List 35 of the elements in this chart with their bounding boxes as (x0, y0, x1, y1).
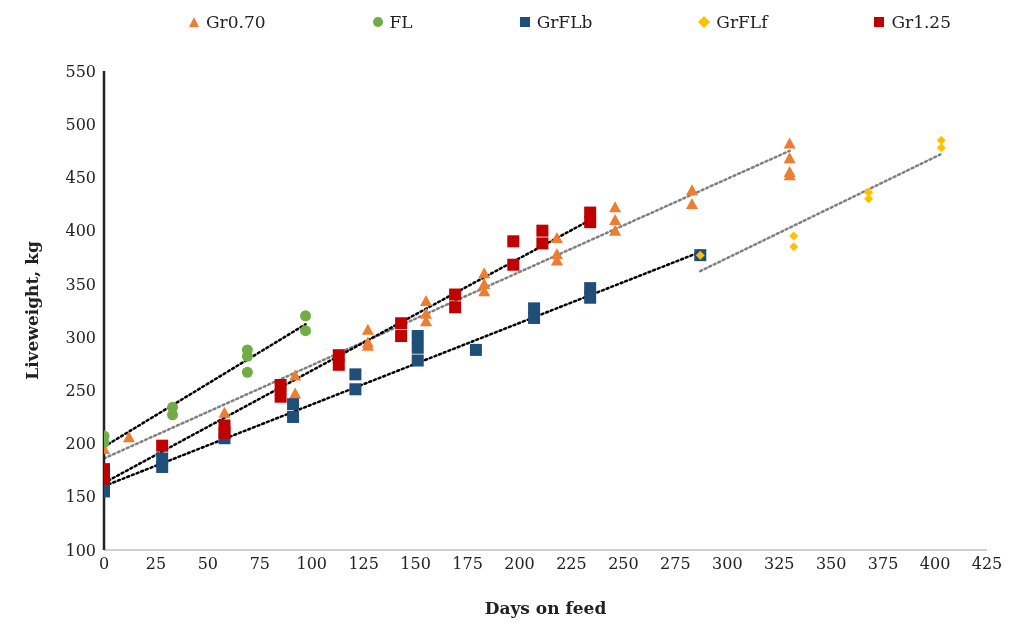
y-tick-label: 250 (65, 381, 96, 401)
x-tick-label: 0 (98, 554, 110, 574)
legend-label: FL (389, 12, 413, 32)
x-tick-label: 125 (348, 554, 379, 574)
y-tick-label: 150 (65, 487, 96, 507)
y-tick-label: 350 (65, 274, 96, 294)
y-tick-label: 550 (65, 61, 96, 81)
x-tick-label: 25 (145, 554, 167, 574)
x-axis-title: Days on feed (484, 598, 607, 618)
x-tick-label: 200 (504, 554, 535, 574)
x-tick-label: 425 (971, 554, 1003, 574)
x-tick-label: 325 (763, 554, 795, 574)
x-tick-label: 175 (452, 554, 483, 574)
legend-label: Gr1.25 (891, 12, 951, 32)
y-tick-label: 200 (65, 434, 96, 454)
x-tick-label: 350 (815, 554, 847, 574)
x-tick-label: 225 (556, 554, 587, 574)
y-tick-label: 500 (65, 114, 96, 134)
y-tick-label: 400 (65, 221, 96, 241)
legend-label: Gr0.70 (206, 12, 266, 32)
x-tick-label: 75 (249, 554, 270, 574)
y-tick-label: 300 (65, 327, 96, 347)
x-tick-label: 250 (608, 554, 639, 574)
x-tick-label: 50 (197, 554, 219, 574)
x-tick-label: 400 (919, 554, 951, 574)
x-tick-label: 300 (712, 554, 743, 574)
x-tick-label: 150 (400, 554, 431, 574)
legend-label: GrFLf (716, 12, 768, 32)
y-tick-label: 100 (65, 540, 96, 560)
x-tick-label: 100 (296, 554, 328, 574)
y-tick-label: 450 (65, 168, 96, 188)
y-axis-title: Liveweight, kg (22, 241, 43, 380)
x-tick-label: 275 (660, 554, 691, 574)
x-tick-label: 375 (867, 554, 899, 574)
legend-label: GrFLb (536, 12, 593, 32)
